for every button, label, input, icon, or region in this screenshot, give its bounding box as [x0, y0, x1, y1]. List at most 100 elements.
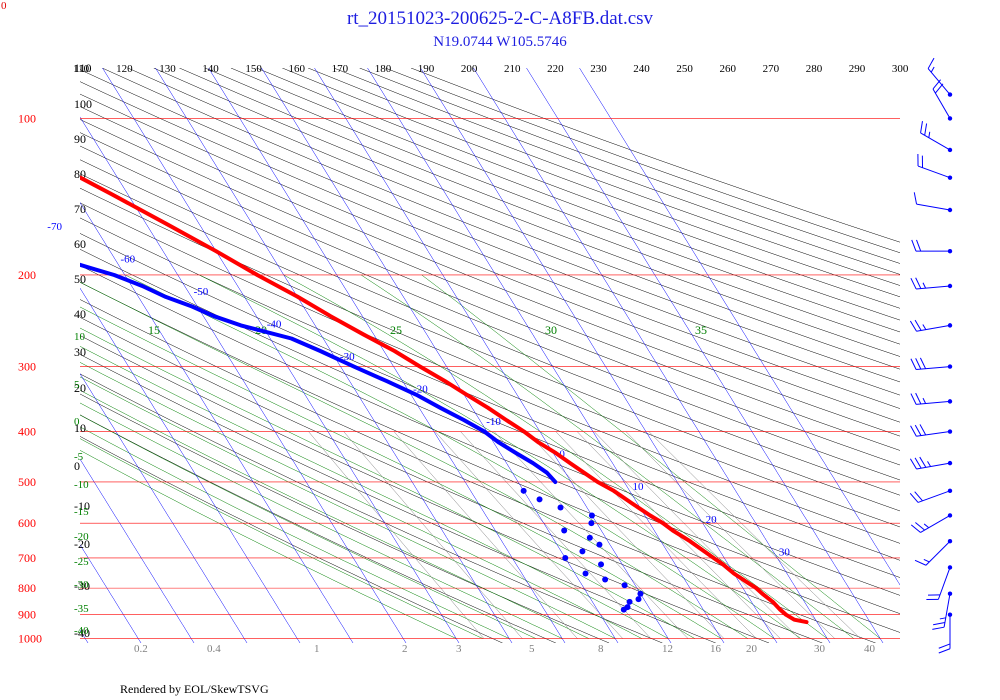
moist-left-label--15: -15: [74, 506, 89, 518]
wind-barb-flag: [927, 461, 932, 467]
moist-left-label-5: 5: [74, 379, 80, 391]
chart-title: rt_20151023-200625-2-C-A8FB.dat.csv: [346, 8, 654, 29]
dry-adiabat-460: [80, 81, 900, 409]
dry-adiabat-500: [153, 68, 900, 357]
isotherm--80: [80, 373, 248, 643]
moist-top-label-35: 35: [695, 323, 707, 337]
wind-barb-flag: [919, 357, 927, 369]
dewpoint-point-1: [624, 604, 631, 611]
isotherm--30: [155, 68, 513, 643]
theta-left-label-0: 0: [74, 459, 80, 473]
wind-barb-flag: [919, 456, 927, 468]
theta-top-label-120: 120: [116, 63, 133, 75]
wind-barb-10: [910, 424, 953, 437]
mixing-label-16: 16: [710, 643, 722, 655]
wind-barb-flag: [916, 239, 922, 252]
theta-left-label-30: 30: [74, 345, 86, 359]
mixing-label-1: 1: [314, 643, 320, 655]
isotherm-label--10: -10: [486, 416, 501, 428]
dewpoint-point-4: [637, 590, 644, 597]
theta-left-label-50: 50: [74, 272, 86, 286]
wind-barb-flag: [938, 643, 951, 649]
moist-adiabat-25: [199, 274, 801, 639]
wind-barb-flag: [932, 79, 941, 90]
wind-barb-base: [947, 429, 953, 434]
wind-barb-flag: [909, 320, 917, 332]
theta-top-label-140: 140: [202, 63, 219, 75]
moist-left-label--25: -25: [74, 556, 89, 568]
dewpoint-point-13: [561, 527, 568, 534]
axis-labels: 1002003004005006007008009001000-100-90-8…: [18, 61, 909, 655]
dry-adiabat-350: [80, 233, 900, 578]
dewpoint-point-6: [602, 576, 609, 583]
temperature-trace: [80, 175, 809, 625]
wind-barb-7: [909, 319, 953, 332]
wind-barb-flag: [910, 425, 917, 437]
wind-barb-base: [947, 175, 953, 180]
theta-left-label-100: 100: [74, 97, 92, 111]
isotherm-40: [526, 68, 884, 643]
dewpoint-point-10: [579, 548, 586, 555]
wind-barb-16: [932, 591, 953, 630]
wind-barb-1: [932, 79, 953, 121]
wind-barb-flag: [914, 424, 922, 436]
theta-top-label-270: 270: [763, 63, 780, 75]
wind-barb-base: [947, 488, 953, 494]
theta-left-label-10: 10: [74, 421, 86, 435]
wind-barb-base: [947, 565, 953, 570]
mixing-label-8: 8: [598, 643, 604, 655]
wind-barb-base: [947, 323, 953, 328]
theta-left-label--10: -10: [74, 499, 90, 513]
wind-barb-flag: [910, 524, 921, 533]
dry-adiabat-250: [80, 414, 556, 643]
mixing-label-0.4: 0.4: [207, 643, 221, 655]
theta-top-label-220: 220: [547, 63, 564, 75]
moist-top-label-25: 25: [390, 323, 402, 337]
dry-adiabat-580: [359, 68, 900, 264]
pressure-label-1000: 1000: [18, 632, 42, 646]
isotherm--40: [102, 68, 460, 643]
wind-barb-base: [947, 539, 953, 544]
dewpoint-point-8: [598, 561, 605, 568]
moist-adiabat-35: [360, 274, 854, 639]
theta-top-label-160: 160: [289, 63, 306, 75]
wind-barb-9: [910, 392, 953, 405]
isotherm-50: [579, 68, 900, 586]
isotherm-label--60: -60: [120, 254, 135, 266]
dry-adiabat-270: [80, 373, 663, 643]
theta-top-label-240: 240: [633, 63, 650, 75]
footer-credit: Rendered by EOL/SkewTSVG: [120, 682, 269, 696]
isotherm-30: [473, 68, 831, 643]
wind-barb-flag: [910, 277, 917, 290]
mixing-line-12: [555, 431, 757, 639]
theta-left-label-70: 70: [74, 202, 86, 216]
dewpoint-point-12: [586, 534, 593, 541]
isotherm--50: [80, 116, 407, 643]
theta-top-label-170: 170: [332, 63, 349, 75]
dewpoint-point-3: [635, 596, 642, 603]
mixing-label-20: 20: [746, 643, 758, 655]
wind-barb-flag: [920, 121, 923, 134]
wind-barb-flag: [909, 458, 917, 470]
wind-barb-base: [947, 283, 953, 289]
isotherm-label--70: -70: [47, 221, 62, 233]
wind-barb-flag: [910, 393, 917, 405]
theta-left-label-20: 20: [74, 381, 86, 395]
mixing-label-3: 3: [456, 643, 462, 655]
mixing-label-30: 30: [814, 643, 826, 655]
dry-adiabat-370: [80, 202, 900, 544]
dry-adiabat-330: [80, 265, 900, 614]
wind-barb-base: [947, 147, 953, 153]
dewpoint-point-17: [536, 496, 543, 503]
wind-barb-flag: [927, 57, 935, 69]
dry-adiabat-450: [80, 93, 900, 423]
moist-adiabat-10: [80, 306, 722, 639]
wind-barb-flag: [913, 192, 918, 205]
wind-barb-flag: [930, 66, 935, 73]
dewpoint-point-11: [596, 541, 603, 548]
isotherm-label-10: 10: [633, 481, 645, 493]
isotherm-label--50: -50: [194, 286, 209, 298]
dry-adiabat-310: [80, 299, 876, 643]
pressure-label-300: 300: [18, 360, 36, 374]
wind-barb-staff: [917, 490, 951, 503]
